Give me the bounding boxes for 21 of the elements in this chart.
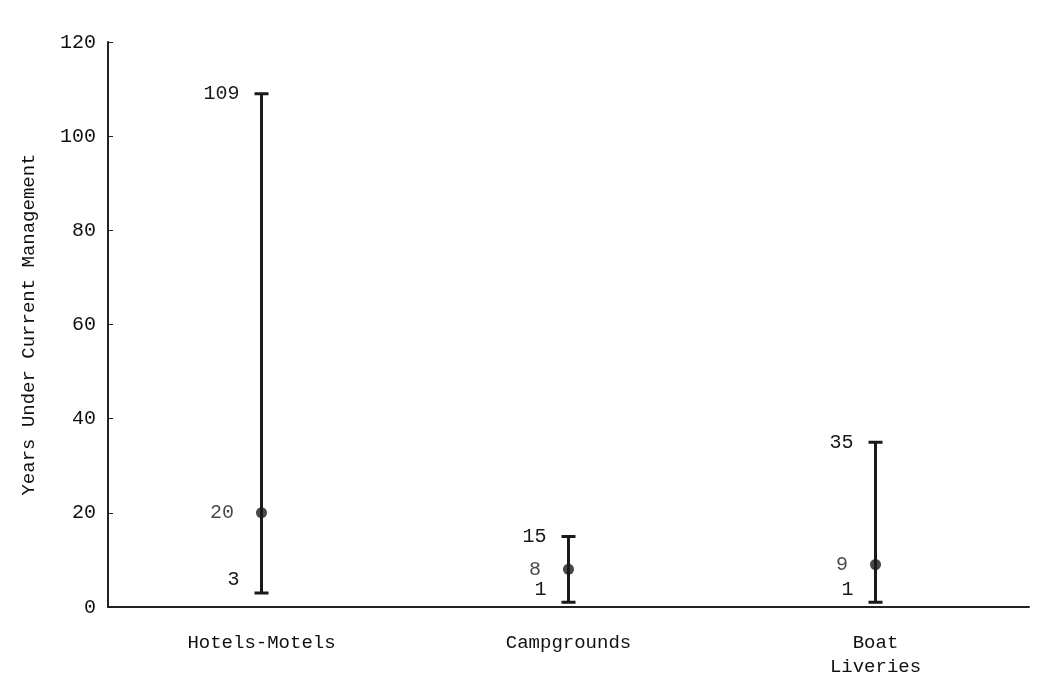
y-axis-title: Years Under Current Management	[17, 153, 40, 496]
x-tick-label: Campgrounds	[505, 632, 632, 654]
y-tick-label: 120	[59, 30, 96, 54]
annotation: 35	[829, 430, 854, 454]
point	[563, 563, 574, 575]
y-tick-label: 40	[71, 407, 96, 431]
annotation: 1	[841, 577, 854, 601]
y-tick-label: 60	[71, 313, 96, 336]
annotation: 109	[203, 82, 240, 106]
y-tick-label: 80	[71, 218, 96, 242]
point	[256, 507, 267, 519]
point	[870, 559, 881, 571]
y-tick-label: 0	[83, 595, 96, 619]
x-tick-label: Hotels-Motels	[187, 632, 336, 654]
y-tick-label: 20	[71, 501, 96, 525]
x-tick-label: Boat Liveries	[829, 632, 922, 678]
annotation: 15	[522, 524, 547, 548]
annotation: 3	[227, 568, 240, 592]
y-tick-label: 100	[59, 124, 96, 148]
data-label: 20	[209, 501, 234, 525]
data-label: 9	[835, 553, 848, 577]
